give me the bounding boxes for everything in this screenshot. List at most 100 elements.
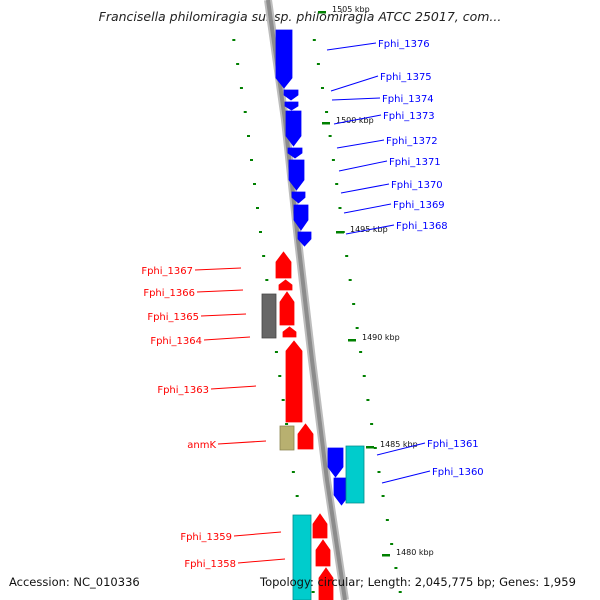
minor-tick [312,39,316,41]
minor-tick [295,495,299,497]
reverse-gene-arrow[interactable] [278,279,293,291]
gene-label[interactable]: Fphi_1373 [383,111,435,122]
minor-tick [348,279,352,281]
leader-line [200,313,247,317]
minor-tick [278,375,282,377]
leader-line [237,558,286,564]
gene-label[interactable]: Fphi_1358 [184,559,236,570]
forward-gene-arrow[interactable] [284,101,299,111]
accession-text: Accession: NC_010336 [9,575,140,589]
minor-tick [285,423,289,425]
genome-stats-text: Topology: circular; Length: 2,045,775 bp… [260,575,576,589]
forward-gene-arrow[interactable] [288,159,305,191]
gene-label[interactable]: Fphi_1376 [378,39,430,50]
minor-tick [370,423,374,425]
gene-label[interactable]: Fphi_1365 [147,312,199,323]
gene-label[interactable]: Fphi_1374 [382,94,434,105]
minor-tick [311,591,315,593]
minor-tick [335,183,339,185]
gene-label[interactable]: Fphi_1375 [380,72,432,83]
leader-line [376,442,426,456]
minor-tick [247,135,250,137]
minor-tick [253,183,256,185]
leader-line [336,139,385,149]
gene-label[interactable]: Fphi_1368 [396,221,448,232]
reverse-gene-arrow[interactable] [312,513,328,539]
minor-tick [377,471,381,473]
leader-line [196,289,244,293]
minor-tick [359,351,363,353]
forward-gene-arrow[interactable] [293,204,309,231]
scale-tick [336,231,344,234]
leader-line [217,440,267,445]
scale-tick [366,446,374,449]
scale-tick [382,554,390,557]
scale-label: 1505 kbp [332,5,370,14]
minor-tick [394,567,398,569]
leader-line [343,203,392,214]
minor-tick [316,63,320,65]
reverse-gene-arrow[interactable] [285,340,303,423]
minor-tick [398,591,402,593]
minor-tick [331,159,335,161]
leader-line [331,97,381,101]
reverse-gene-arrow[interactable] [275,251,292,279]
rna-gene-block[interactable] [292,514,312,600]
reverse-gene-arrow[interactable] [315,539,331,567]
minor-tick [274,351,278,353]
forward-gene-arrow[interactable] [327,447,344,478]
gene-label[interactable]: Fphi_1359 [180,532,232,543]
forward-gene-arrow[interactable] [297,231,312,247]
reverse-gene-arrow[interactable] [279,291,295,326]
minor-tick [366,399,370,401]
forward-gene-arrow[interactable] [291,191,306,204]
gene-label[interactable]: Fphi_1367 [141,266,193,277]
map-title: Francisella philomiragia subsp. philomir… [98,9,502,24]
gene-label[interactable]: Fphi_1371 [389,157,441,168]
leader-line [330,75,379,92]
genome-backbone [266,0,347,600]
gene-label[interactable]: anmK [187,440,216,451]
gene-label[interactable]: Fphi_1363 [157,385,209,396]
gene-label[interactable]: Fphi_1361 [427,439,479,450]
minor-tick [355,327,359,329]
minor-tick [291,471,295,473]
gene-label[interactable]: Fphi_1370 [391,180,443,191]
minor-tick [259,231,262,233]
gene-label[interactable]: Fphi_1366 [143,288,195,299]
minor-tick [325,111,329,113]
minor-tick [385,519,389,521]
gene-label[interactable]: Fphi_1369 [393,200,445,211]
scale-label: 1485 kbp [380,440,418,449]
minor-tick [262,255,266,257]
forward-gene-arrow[interactable] [275,29,293,89]
leader-line [340,183,390,194]
minor-tick [390,543,394,545]
forward-gene-arrow[interactable] [283,89,299,101]
reverse-gene-arrow[interactable] [297,423,314,450]
gene-label[interactable]: Fphi_1372 [386,136,438,147]
grey-gene-block[interactable] [261,293,277,339]
minor-tick [381,495,385,497]
minor-tick [265,279,269,281]
forward-gene-arrow[interactable] [285,110,302,147]
anmK-gene-block[interactable] [279,425,295,451]
leader-line [203,336,251,341]
gene-label[interactable]: Fphi_1364 [150,336,202,347]
reverse-gene-arrow[interactable] [318,567,334,600]
leader-line [381,470,431,484]
tick-marks [232,39,402,593]
forward-gene-arrow[interactable] [287,147,303,159]
leader-line [338,160,388,172]
scale-tick [348,339,356,342]
minor-tick [232,39,236,41]
minor-tick [239,87,243,89]
leader-line [326,42,377,51]
rna-gene-block[interactable] [345,445,365,504]
minor-tick [236,63,240,65]
scale-label: 1490 kbp [362,333,400,342]
scale-label: 1480 kbp [396,548,434,557]
gene-label[interactable]: Fphi_1360 [432,467,484,478]
reverse-gene-arrow[interactable] [282,326,297,338]
